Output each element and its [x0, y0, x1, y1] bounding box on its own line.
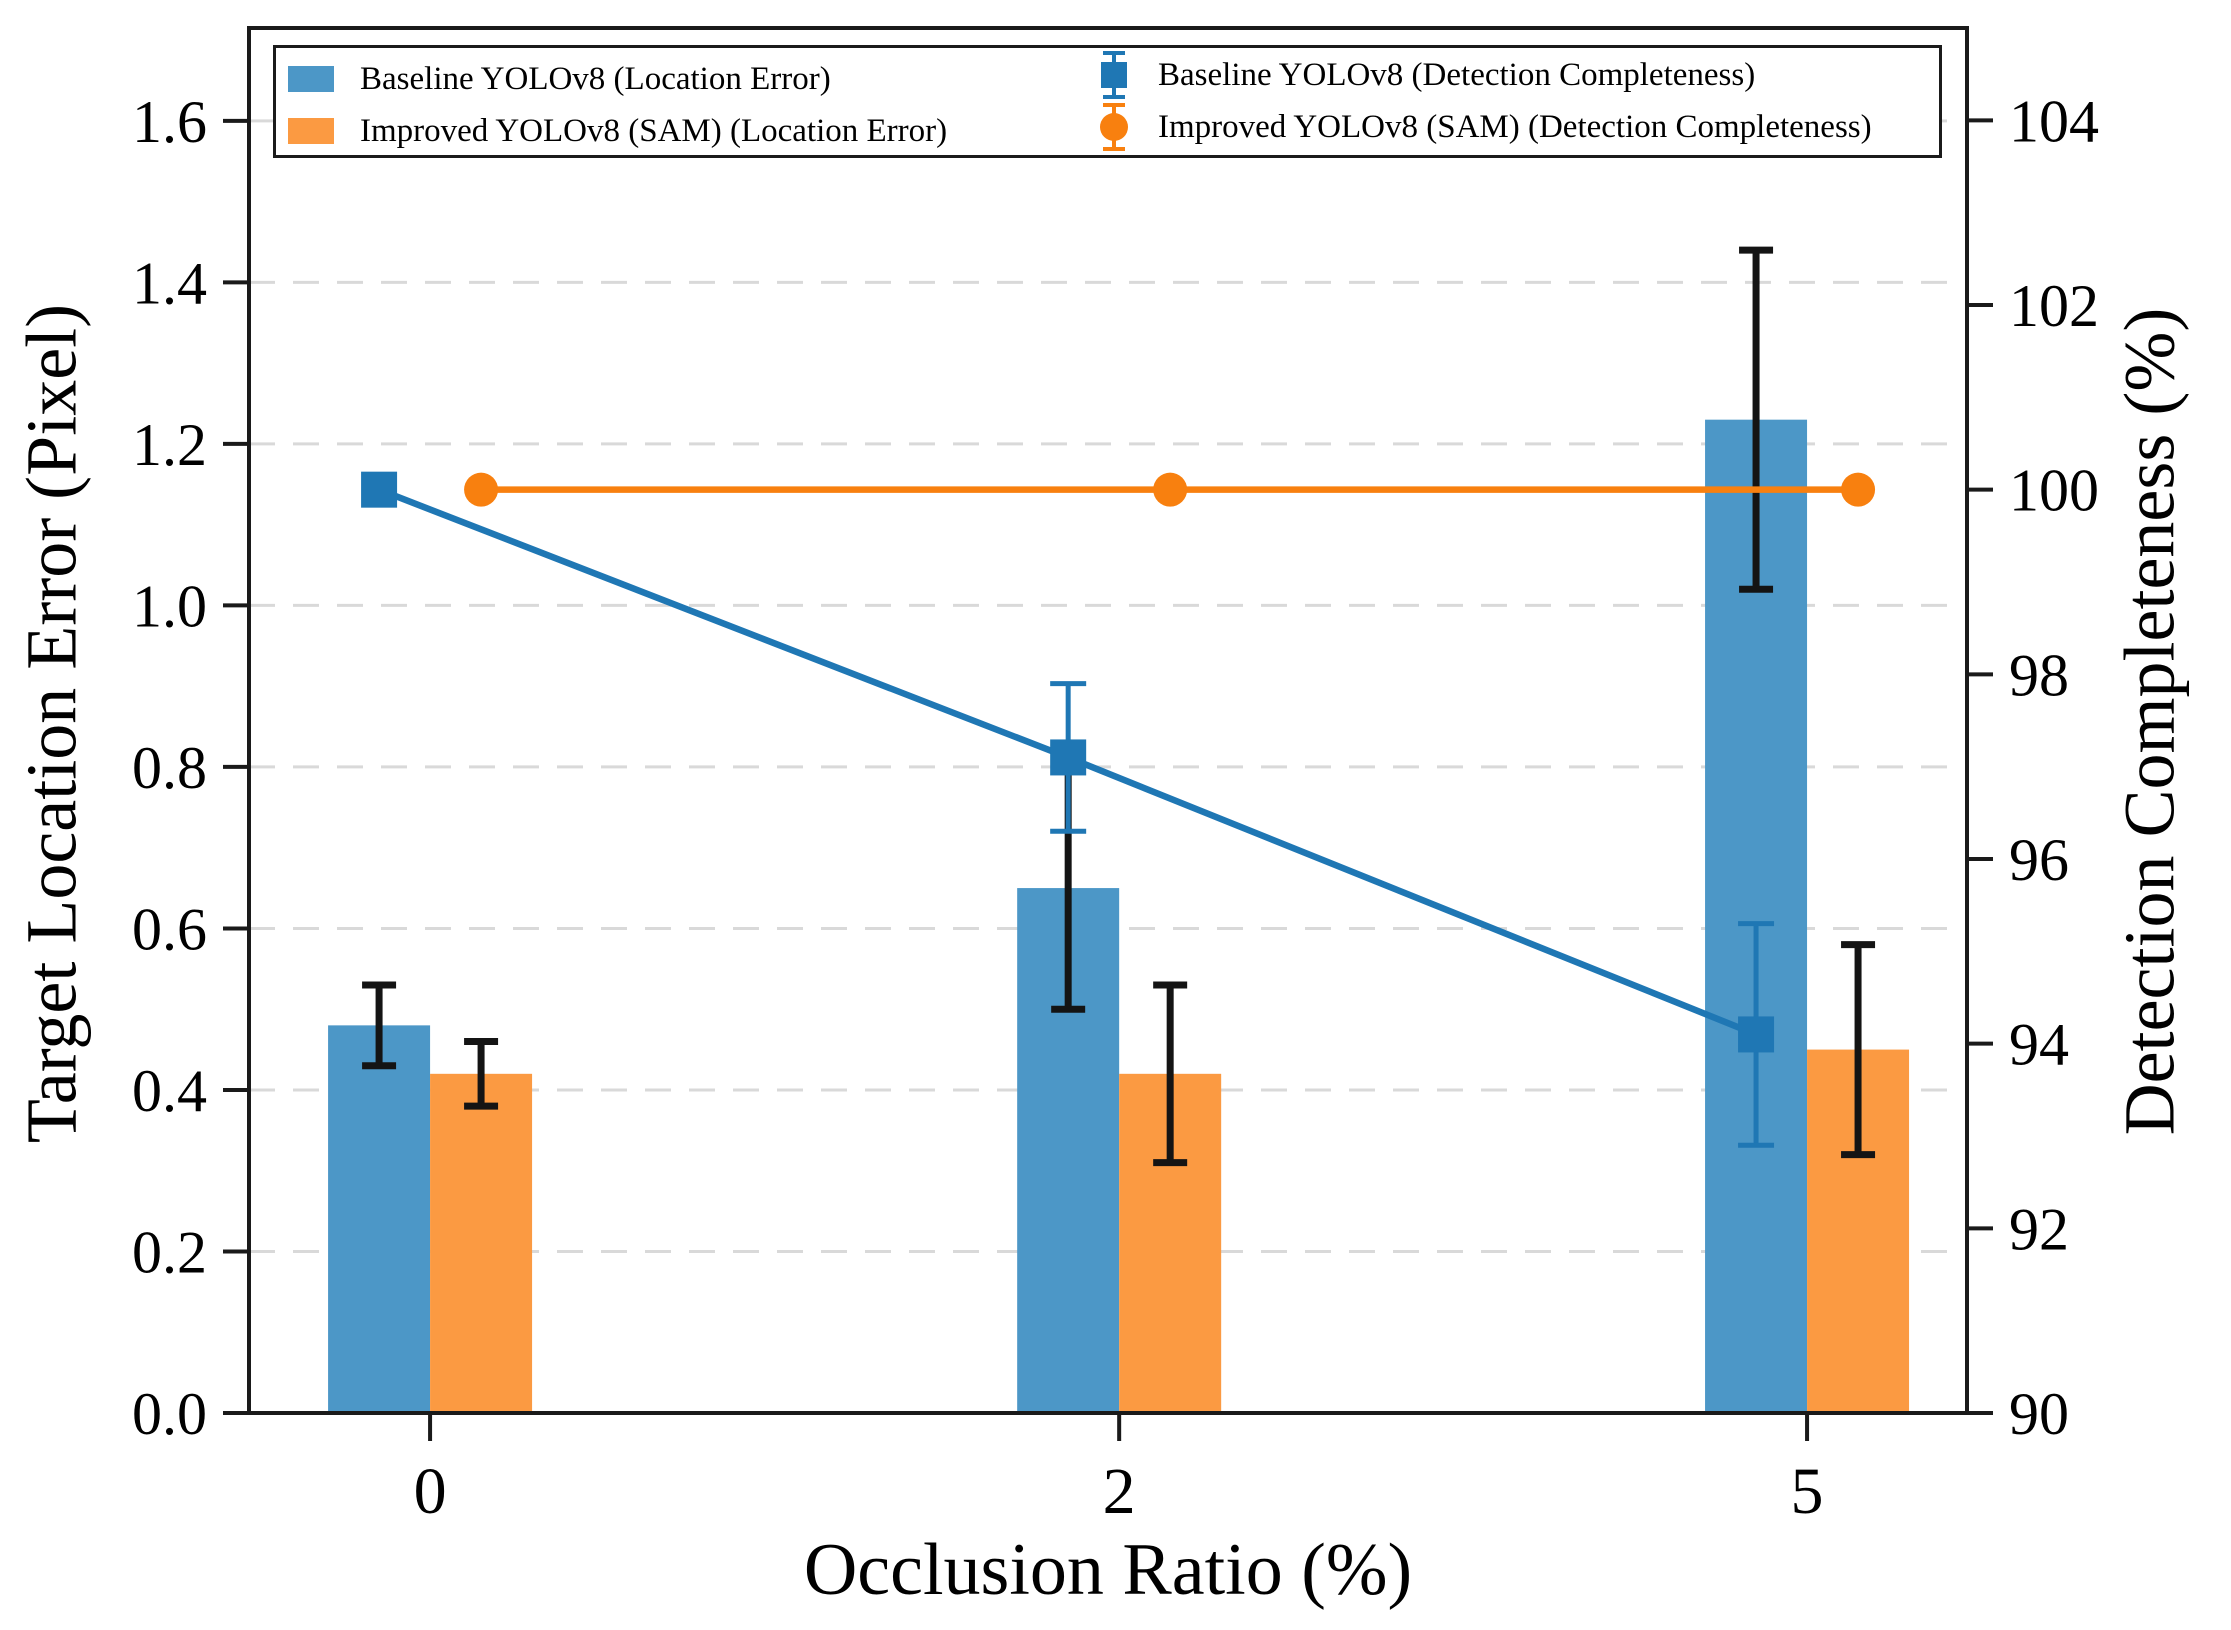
legend-label: Improved YOLOv8 (SAM) (Detection Complet…	[1158, 108, 1872, 145]
left-tick-label: 0.4	[132, 1058, 207, 1124]
blue-errorbar-square-marker-icon	[1096, 49, 1132, 101]
legend-label: Improved YOLOv8 (SAM) (Location Error)	[360, 112, 948, 149]
left-tick-label: 1.4	[132, 250, 207, 316]
square-marker	[361, 471, 398, 508]
plot-frame	[247, 26, 1969, 1415]
x-tick-label: 2	[1103, 1455, 1136, 1528]
right-tick-label: 104	[2009, 88, 2099, 154]
legend-entry-baseline-location-error: Baseline YOLOv8 (Location Error)	[288, 57, 831, 101]
left-tick-label: 0.0	[132, 1381, 207, 1447]
left-tick-label: 1.6	[132, 89, 207, 155]
right-tick-label: 94	[2009, 1012, 2069, 1078]
x-tick-label: 0	[414, 1455, 447, 1528]
square-marker	[1738, 1016, 1775, 1053]
x-axis-title: Occlusion Ratio (%)	[803, 1529, 1413, 1611]
legend-label: Baseline YOLOv8 (Detection Completeness)	[1158, 56, 1756, 93]
square-marker	[1050, 739, 1087, 776]
left-tick-label: 0.8	[132, 735, 207, 801]
legend: Baseline YOLOv8 (Location Error) Improve…	[273, 45, 1942, 158]
x-tick-label: 5	[1791, 1455, 1824, 1528]
left-tick-label: 1.0	[132, 573, 207, 639]
left-axis-title: Target Location Error (Pixel)	[11, 303, 92, 1144]
right-tick-label: 102	[2009, 273, 2099, 339]
bar	[328, 1025, 431, 1413]
legend-entry-improved-detection: Improved YOLOv8 (SAM) (Detection Complet…	[1096, 103, 1872, 151]
circle-marker	[1841, 472, 1876, 507]
legend-entry-baseline-detection: Baseline YOLOv8 (Detection Completeness)	[1096, 51, 1756, 99]
right-tick-label: 98	[2009, 642, 2069, 708]
bar	[430, 1073, 533, 1413]
legend-label: Baseline YOLOv8 (Location Error)	[360, 60, 831, 97]
left-tick-label: 0.2	[132, 1219, 207, 1285]
orange-bar-swatch-icon	[288, 118, 334, 144]
blue-bar-swatch-icon	[288, 66, 334, 92]
right-tick-label: 90	[2009, 1381, 2069, 1447]
circle-marker	[1153, 472, 1188, 507]
circle-marker	[464, 472, 499, 507]
orange-errorbar-circle-marker-icon	[1096, 101, 1132, 153]
right-axis-title: Detection Completeness (%)	[2109, 307, 2190, 1136]
left-tick-label: 1.2	[132, 412, 207, 478]
right-tick-label: 92	[2009, 1196, 2069, 1262]
right-tick-label: 96	[2009, 827, 2069, 893]
legend-entry-improved-location-error: Improved YOLOv8 (SAM) (Location Error)	[288, 109, 947, 153]
left-tick-label: 0.6	[132, 896, 207, 962]
right-tick-label: 100	[2009, 458, 2099, 524]
